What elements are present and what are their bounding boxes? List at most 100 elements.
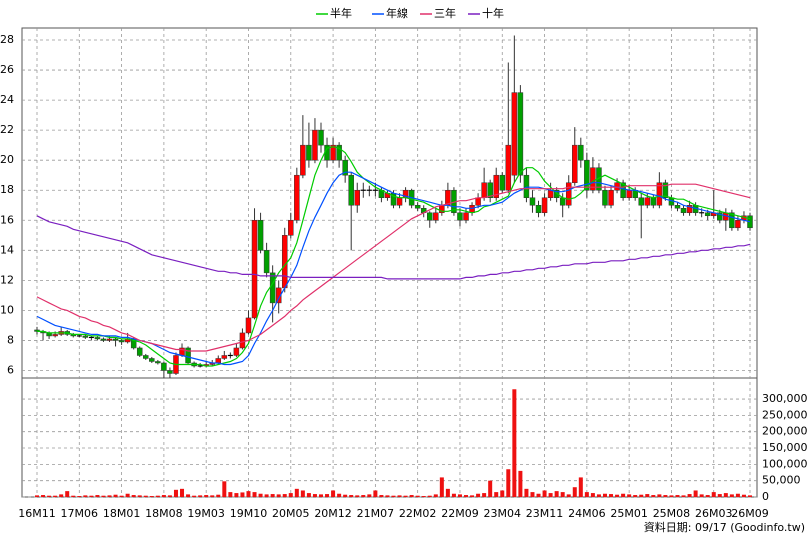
volume-bar — [596, 494, 601, 497]
volume-bar — [524, 488, 529, 497]
y-tick-label: 6 — [7, 363, 14, 376]
volume-bar — [131, 495, 136, 497]
candle-body — [735, 220, 741, 229]
candle-body — [100, 338, 107, 341]
y-tick-label: 18 — [0, 183, 14, 196]
candle-body — [318, 129, 324, 146]
volume-tick-label: 250,000 — [762, 408, 808, 421]
candle-body — [729, 212, 735, 229]
volume-bar — [294, 488, 299, 497]
volume-bar — [71, 495, 76, 497]
candle-body — [52, 334, 58, 337]
candle-body — [578, 144, 584, 161]
candle-body — [608, 189, 614, 206]
candle-body — [680, 208, 687, 214]
moving-average-line — [37, 146, 751, 367]
x-tick-label: 16M11 — [18, 507, 56, 520]
volume-bar — [119, 495, 124, 497]
volume-bar — [312, 494, 317, 497]
y-tick-label: 14 — [0, 243, 14, 256]
volume-bar — [95, 495, 100, 497]
candle-body — [348, 174, 354, 206]
volume-bar — [361, 495, 366, 497]
volume-bar — [143, 495, 148, 497]
volume-bar — [101, 495, 106, 497]
y-tick-label: 12 — [0, 273, 14, 286]
volume-bar — [385, 495, 390, 497]
candle-body — [306, 144, 312, 161]
volume-bar — [536, 493, 541, 497]
x-tick-label: 18M01 — [103, 507, 141, 520]
volume-bar — [741, 494, 746, 497]
candle-body — [517, 92, 524, 176]
candle-body — [590, 167, 596, 191]
volume-bar — [415, 495, 420, 497]
volume-bar — [518, 470, 523, 497]
candle-body — [149, 358, 155, 362]
volume-bar — [439, 477, 444, 497]
legend-label: 半年 — [330, 6, 352, 20]
candle-body — [602, 189, 608, 206]
volume-bar — [717, 494, 722, 497]
candle-body — [275, 287, 282, 304]
volume-bar — [451, 493, 456, 497]
volume-bar — [192, 495, 197, 497]
volume-bar — [512, 389, 517, 497]
candle-body — [233, 347, 240, 356]
volume-bar — [578, 477, 583, 497]
candle-body — [559, 197, 566, 206]
y-tick-label: 24 — [0, 93, 14, 106]
candle-body — [215, 358, 222, 364]
volume-bar — [735, 493, 740, 497]
volume-bar — [403, 495, 408, 497]
volume-bar — [421, 496, 426, 497]
volume-bar — [89, 495, 94, 497]
volume-bar — [35, 495, 39, 497]
volume-bar — [427, 495, 432, 497]
volume-bar — [627, 494, 632, 497]
volume-bar — [276, 494, 281, 497]
candle-body — [704, 212, 711, 217]
volume-bar — [373, 490, 378, 497]
volume-bar — [548, 493, 553, 497]
volume-bar — [494, 492, 499, 497]
volume-bar — [367, 494, 372, 497]
candle-body — [257, 220, 264, 251]
volume-bar — [246, 491, 251, 497]
volume-bar — [433, 494, 438, 497]
legend-label: 年線 — [386, 6, 408, 20]
volume-bar — [77, 496, 82, 497]
candle-body — [414, 205, 421, 209]
candle-body — [106, 338, 113, 341]
candle-body — [312, 129, 318, 161]
candle-body — [457, 212, 463, 221]
candle-body — [717, 212, 723, 221]
volume-bar — [300, 490, 305, 497]
candle-body — [118, 340, 125, 343]
volume-bar — [476, 493, 481, 497]
volume-bar — [113, 494, 118, 497]
x-tick-label: 19M03 — [187, 507, 225, 520]
volume-bar — [602, 493, 607, 497]
candle-body — [656, 182, 663, 206]
volume-bar — [258, 493, 263, 497]
volume-bar — [748, 495, 752, 497]
candle-body — [650, 197, 657, 206]
candle-body — [584, 159, 590, 191]
candle-body — [112, 338, 119, 341]
x-tick-label: 24M06 — [568, 507, 606, 520]
volume-bar — [391, 495, 396, 497]
candle-body — [620, 182, 626, 198]
volume-bar — [59, 494, 64, 497]
volume-bar — [161, 495, 166, 497]
x-tick-label: 18M08 — [145, 507, 183, 520]
volume-bar — [560, 492, 565, 497]
candle-body — [644, 197, 651, 206]
x-tick-label: 21M07 — [357, 507, 395, 520]
volume-tick-label: 200,000 — [762, 425, 808, 438]
candle-body — [505, 144, 512, 191]
volume-tick-label: 0 — [762, 490, 769, 503]
volume-bar — [500, 490, 505, 497]
volume-bar — [198, 495, 203, 497]
candle-body — [294, 174, 300, 221]
